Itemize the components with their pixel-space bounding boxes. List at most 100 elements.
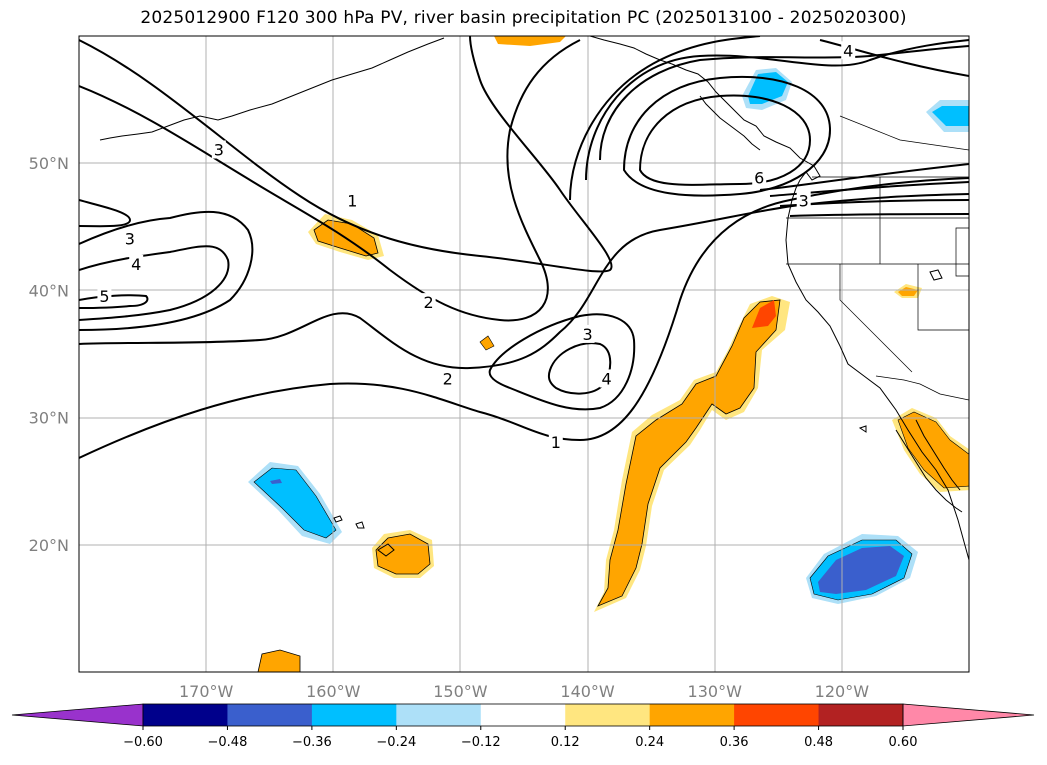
pv-contour-north-ring-4 (585, 39, 969, 181)
contour-label-bg (129, 254, 144, 273)
coastlines (99, 36, 969, 561)
colorbar-tick-label: 0.36 (720, 735, 749, 750)
colorbar-tick-label: 0.60 (889, 735, 918, 750)
lat-tick-label: 40°N (29, 281, 69, 300)
contour-label: 6 (754, 168, 764, 187)
pv-contour-1-north (79, 36, 613, 273)
gridlines (79, 36, 969, 672)
pv-contour-ne (819, 39, 969, 77)
contour-label: 4 (843, 41, 853, 60)
colorbar-extend-low (11, 703, 144, 727)
lat-tick-label: 50°N (29, 154, 69, 173)
contour-label: 3 (582, 325, 592, 344)
contour-label-bg (548, 433, 563, 452)
pv-contour-3-westtop (79, 199, 132, 228)
colorbar-segment (480, 704, 566, 726)
lon-tick-label: 160°W (306, 682, 361, 701)
coast-alaska-islands (699, 95, 761, 151)
contour-label-bg (421, 293, 436, 312)
pv-contour-north-ring-2 (622, 75, 832, 197)
colorbar-tick-label: 0.12 (551, 735, 580, 750)
pv-contour-2-north (79, 39, 581, 322)
contour-label: 3 (799, 191, 809, 210)
colorbar-segment (396, 704, 482, 726)
border-state-5 (917, 264, 969, 331)
precip-fills (248, 36, 969, 672)
contour-label-bg (599, 369, 614, 388)
precip-greatbasin-mid (898, 287, 918, 296)
coast-hawaii-3 (333, 515, 343, 523)
lon-tick-label: 120°W (815, 682, 870, 701)
colorbar-tick-label: −0.36 (292, 735, 332, 750)
colorbar-extend-high (902, 703, 1035, 727)
precip-bottom (257, 649, 301, 672)
pv-contour-east-3 (769, 181, 969, 197)
contour-label: 2 (424, 293, 434, 312)
contour-label-bg (752, 168, 767, 187)
contour-label-bg (345, 191, 360, 210)
colorbar-tick-label: 0.24 (635, 735, 664, 750)
contour-label: 5 (99, 287, 109, 306)
coast-aleutians (99, 37, 445, 141)
pv-contour-north-ring-3 (638, 94, 812, 186)
coast-baja (895, 429, 963, 513)
coast-hawaii-1 (377, 543, 395, 557)
precip-top (494, 36, 566, 46)
precip-baja-mid (897, 411, 969, 489)
precip-ar-core (752, 300, 776, 328)
lat-tick-label: 30°N (29, 409, 69, 428)
coast-island-small (858, 425, 867, 433)
colorbar-segment (565, 704, 651, 726)
lon-tick-label: 170°W (179, 682, 234, 701)
contour-label: 4 (131, 255, 141, 274)
precip-swbaja-core (818, 546, 904, 594)
lon-tick-label: 140°W (560, 682, 615, 701)
colorbar-frame (142, 703, 904, 727)
pv-contour-north-ring-1 (599, 45, 969, 161)
colorbar-segment (311, 704, 397, 726)
precip-hi-mid (375, 533, 431, 575)
lon-tick-label: 130°W (688, 682, 743, 701)
colorbar-segment (818, 704, 904, 726)
pv-contours (79, 36, 969, 459)
colorbar-tick-label: −0.60 (123, 735, 163, 750)
contour-label-bg (841, 41, 856, 60)
colorbar: −0.60 −0.48 −0.36 −0.24 −0.12 0.12 0.24 0.36 0.4… (11, 703, 1035, 750)
contour-label: 3 (125, 230, 135, 249)
contour-label: 2 (443, 369, 453, 388)
pv-contour-1-south (79, 177, 969, 459)
precip-ar-mid (597, 299, 781, 607)
contour-label-bg (580, 324, 595, 343)
map-layer: 3 1 3 4 5 2 3 2 4 1 4 6 3 (79, 36, 969, 672)
contour-label: 1 (551, 433, 561, 452)
pv-contour-5-west (79, 294, 149, 309)
contour-label-bg (122, 229, 137, 248)
contour-label: 4 (602, 369, 612, 388)
colorbar-segment (143, 704, 228, 726)
contour-labels: 3 1 3 4 5 2 3 2 4 1 4 6 3 (97, 41, 856, 452)
lon-tick-label: 150°W (433, 682, 488, 701)
precip-nwhi-mid (253, 467, 337, 539)
contour-label-bg (440, 369, 455, 388)
colorbar-segment (734, 704, 820, 726)
contour-label: 1 (347, 191, 357, 210)
border-state-6 (955, 227, 969, 277)
lat-tick-labels: 20°N 30°N 40°N 50°N (29, 154, 69, 555)
colorbar-tick-label: −0.12 (461, 735, 501, 750)
pv-contour-east-1 (569, 36, 761, 201)
coast-north-america (589, 36, 969, 561)
pv-contour-3-west (79, 210, 254, 331)
precip-ne-mid (932, 106, 969, 126)
lat-tick-label: 20°N (29, 536, 69, 555)
coast-island-small (929, 269, 943, 281)
contour-label-bg (211, 140, 226, 159)
border-canada-prov (839, 115, 969, 151)
precip-small-1 (479, 335, 495, 351)
chart-title: 2025012900 F120 300 hPa PV, river basin … (140, 8, 907, 28)
contour-label-bg (97, 286, 112, 305)
pv-contour-east-2 (759, 163, 969, 191)
contour-label: 3 (214, 140, 224, 159)
colorbar-tick-label: −0.24 (376, 735, 416, 750)
pv-contour-3-ring (488, 313, 636, 411)
